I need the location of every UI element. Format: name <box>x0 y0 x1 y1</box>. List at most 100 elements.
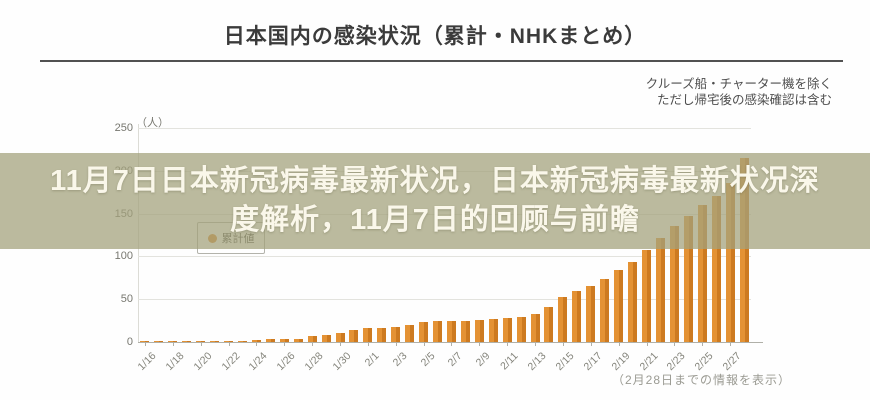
bar <box>739 158 749 342</box>
x-tick-2/1 <box>368 342 369 346</box>
bar <box>196 341 206 342</box>
x-tick-2/27 <box>730 342 731 346</box>
data-range-footnote: （2月28日までの情報を表示） <box>612 373 792 387</box>
x-tick-2/15 <box>563 342 564 346</box>
bar <box>600 279 610 342</box>
gridline-y-250 <box>138 128 751 129</box>
bar <box>168 341 178 342</box>
bar <box>237 341 247 342</box>
y-axis-unit-label: （人） <box>136 117 169 129</box>
x-tick-label-2/15: 2/15 <box>553 350 577 373</box>
x-tick-1/30 <box>340 342 341 346</box>
x-tick-label-1/22: 1/22 <box>219 350 243 373</box>
x-tick-label-2/5: 2/5 <box>418 350 438 369</box>
bar <box>628 262 638 342</box>
bar <box>391 327 401 342</box>
x-tick-label-2/1: 2/1 <box>362 350 382 369</box>
x-tick-label-2/21: 2/21 <box>637 350 660 373</box>
bar <box>516 317 526 342</box>
bar <box>265 339 275 342</box>
bar <box>572 291 582 342</box>
bar <box>586 286 596 342</box>
bar <box>363 328 373 342</box>
bar <box>279 339 289 342</box>
x-tick-label-2/13: 2/13 <box>525 350 549 373</box>
x-tick-1/18 <box>173 342 174 346</box>
x-tick-2/3 <box>396 342 397 346</box>
bar <box>335 333 345 342</box>
gridline-y-50 <box>138 299 751 301</box>
x-tick-label-2/17: 2/17 <box>581 350 605 373</box>
x-tick-label-1/24: 1/24 <box>246 350 270 373</box>
x-tick-label-1/26: 1/26 <box>274 350 298 373</box>
y-tick-label-250: 250 <box>114 122 133 134</box>
page-title: 日本国内の感染状況（累計・NHKまとめ） <box>223 25 647 48</box>
bar <box>293 339 303 342</box>
bar <box>460 321 470 342</box>
headline-line1: 11月7日日本新冠病毒最新状况，日本新冠病毒最新状况深 <box>50 165 820 197</box>
x-tick-1/16 <box>145 342 146 346</box>
headline-line2: 度解析，11月7日的回顾与前瞻 <box>230 204 640 236</box>
bar <box>544 307 554 342</box>
y-tick-label-100: 100 <box>114 250 133 263</box>
x-tick-1/24 <box>256 342 257 346</box>
y-tick-label-50: 50 <box>120 293 133 306</box>
bar <box>711 196 721 342</box>
bar <box>697 205 707 342</box>
x-tick-label-2/11: 2/11 <box>498 350 521 373</box>
x-tick-label-2/27: 2/27 <box>720 350 744 373</box>
bar <box>140 341 150 342</box>
x-tick-2/5 <box>424 342 425 346</box>
bar <box>433 321 443 342</box>
x-tick-label-2/19: 2/19 <box>609 350 633 373</box>
bar <box>446 321 456 342</box>
bar <box>321 335 331 342</box>
x-axis-baseline <box>138 342 763 343</box>
x-tick-1/22 <box>229 342 230 346</box>
headline-overlay-banner: 11月7日日本新冠病毒最新状况，日本新冠病毒最新状况深 度解析，11月7日的回顾… <box>0 153 870 249</box>
bar <box>655 238 665 342</box>
x-tick-label-1/18: 1/18 <box>163 350 187 373</box>
bar <box>683 216 693 342</box>
x-tick-2/9 <box>479 342 480 346</box>
x-tick-label-2/25: 2/25 <box>692 350 716 373</box>
x-tick-label-2/23: 2/23 <box>664 350 688 373</box>
x-tick-2/19 <box>619 342 620 346</box>
x-tick-1/26 <box>284 342 285 346</box>
bar <box>405 325 415 342</box>
bar <box>307 336 317 342</box>
bar <box>488 319 498 342</box>
x-tick-label-2/3: 2/3 <box>390 350 410 369</box>
exclusion-note-line2: ただし帰宅後の感染確認は含む <box>656 93 832 107</box>
x-tick-2/17 <box>591 342 592 346</box>
x-tick-2/25 <box>702 342 703 346</box>
x-tick-label-2/9: 2/9 <box>473 350 493 369</box>
bar <box>377 328 387 342</box>
x-tick-2/13 <box>535 342 536 346</box>
y-tick-label-0: 0 <box>126 336 133 348</box>
bar <box>349 330 359 342</box>
title-divider <box>40 60 843 62</box>
exclusion-note-line1: クルーズ船・チャーター機を除く <box>645 77 832 91</box>
bar <box>251 340 261 342</box>
bar <box>558 297 568 342</box>
bar <box>182 341 192 342</box>
x-tick-2/21 <box>647 342 648 346</box>
exclusion-note: クルーズ船・チャーター機を除く ただし帰宅後の感染確認は含む <box>646 76 832 108</box>
bar <box>210 341 220 342</box>
x-tick-2/23 <box>674 342 675 346</box>
x-tick-label-1/16: 1/16 <box>135 350 159 373</box>
bar <box>224 341 234 342</box>
x-tick-label-1/30: 1/30 <box>330 350 354 373</box>
x-tick-1/28 <box>312 342 313 346</box>
gridline-y-100 <box>138 256 751 258</box>
x-tick-2/11 <box>507 342 508 346</box>
bar <box>419 322 429 342</box>
x-tick-2/7 <box>451 342 452 346</box>
bar <box>614 270 624 342</box>
bar <box>474 320 484 342</box>
bar <box>725 183 735 342</box>
x-tick-label-1/28: 1/28 <box>302 350 326 373</box>
x-tick-1/20 <box>201 342 202 346</box>
